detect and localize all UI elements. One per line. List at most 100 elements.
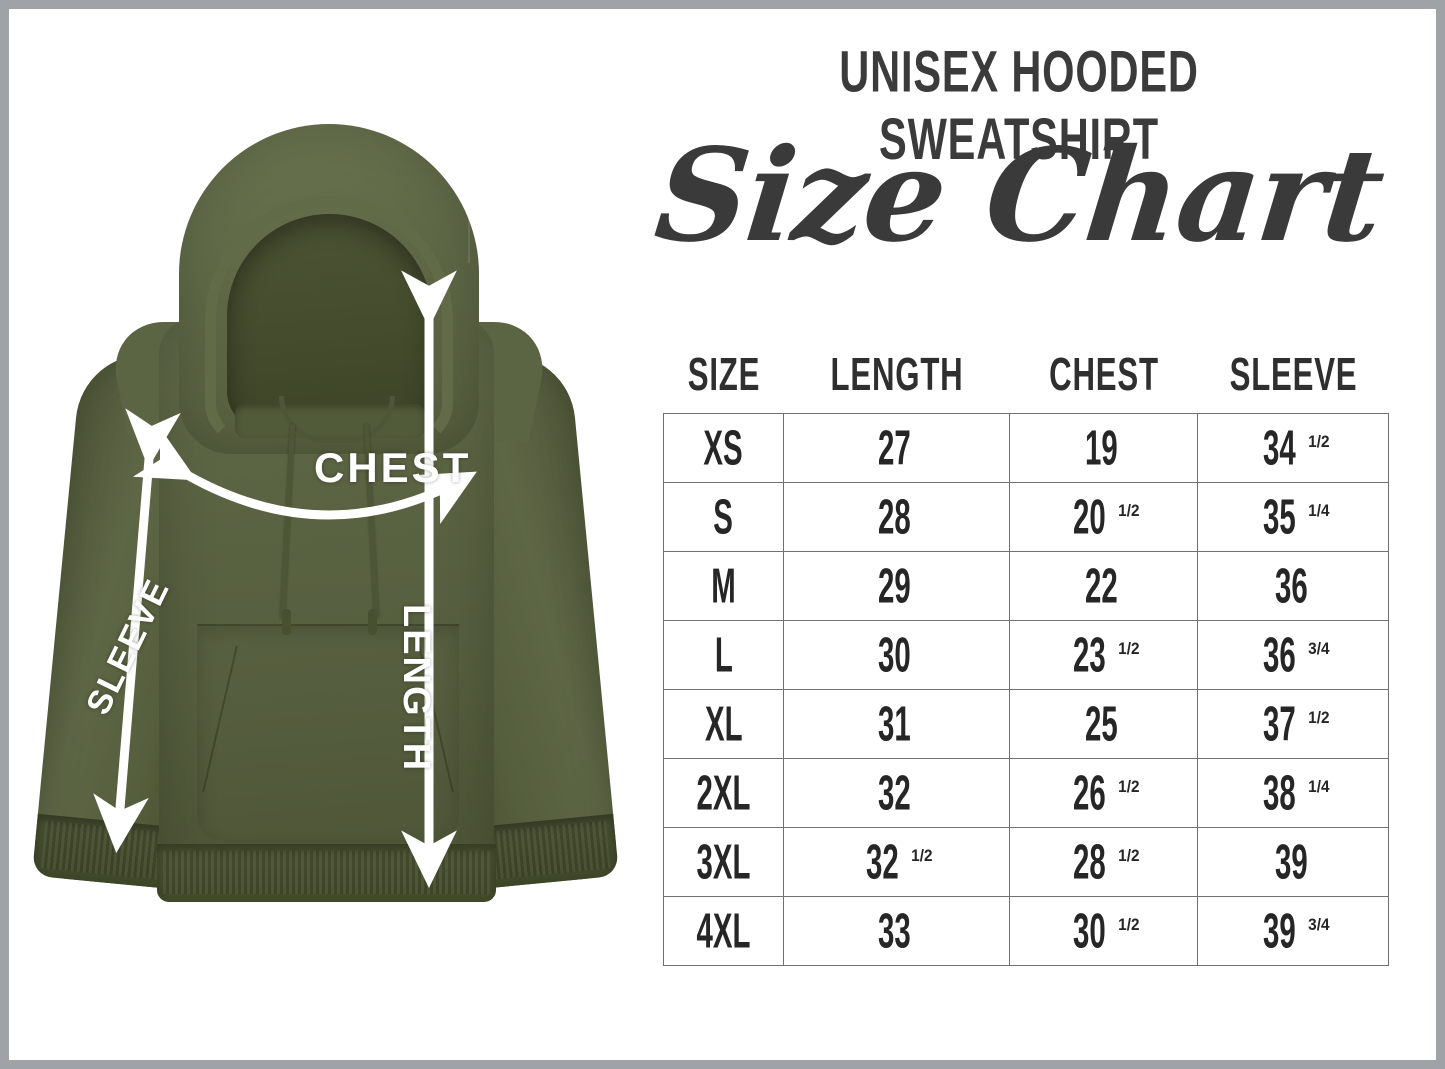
size-chart-script-title: Size Chart (649, 121, 1389, 271)
sleeve-value: 39 (1262, 902, 1296, 959)
cell-size: 2XL (663, 758, 784, 828)
hoodie-kangaroo-pocket (197, 624, 459, 841)
sleeve-value: 39 (1274, 833, 1308, 890)
sleeve-fraction: 1/4 (1307, 501, 1329, 520)
column-header-chest: CHEST (1048, 349, 1159, 401)
chest-fraction: 1/2 (1118, 501, 1140, 520)
length-value: 32 (878, 764, 911, 821)
chart-canvas: CHEST LENGTH SLEEVE UNISEX HOODED SWEATS… (9, 9, 1436, 1060)
cell-length: 31 (783, 689, 1010, 759)
length-fraction: 1/2 (911, 846, 933, 865)
cell-length: 32 1/2 (783, 827, 1010, 897)
chest-value: 22 (1085, 557, 1118, 614)
hoodie-graphic: CHEST LENGTH SLEEVE (31, 104, 620, 964)
length-value: 27 (878, 419, 911, 476)
hoodie-illustration-panel: CHEST LENGTH SLEEVE (9, 9, 649, 1060)
sleeve-value: 35 (1262, 488, 1296, 545)
column-header-length: LENGTH (830, 349, 963, 401)
hoodie-hem-band (157, 844, 496, 902)
table-row: 3XL 32 1/2 28 1/2 39 (663, 827, 1389, 897)
size-value: XS (703, 419, 744, 476)
cell-sleeve: 34 1/2 (1197, 413, 1389, 483)
cell-sleeve: 37 1/2 (1197, 689, 1389, 759)
chest-fraction: 1/2 (1118, 846, 1140, 865)
column-header-size: SIZE (687, 349, 760, 401)
chest-value: 20 (1073, 488, 1107, 545)
cell-chest: 23 1/2 (1009, 620, 1198, 690)
cell-chest: 26 1/2 (1009, 758, 1198, 828)
product-title: UNISEX HOODED SWEATSHIRT (839, 40, 1199, 173)
length-value: 29 (878, 557, 911, 614)
cell-sleeve: 35 1/4 (1197, 482, 1389, 552)
sleeve-value: 38 (1262, 764, 1296, 821)
chest-value: 19 (1085, 419, 1118, 476)
cell-chest: 30 1/2 (1009, 896, 1198, 966)
cell-sleeve: 36 3/4 (1197, 620, 1389, 690)
size-value: XL (704, 695, 743, 752)
chest-value: 28 (1073, 833, 1107, 890)
chest-value: 30 (1073, 902, 1107, 959)
chest-fraction: 1/2 (1118, 777, 1140, 796)
cell-size: L (663, 620, 784, 690)
table-row: 4XL 33 30 1/2 39 3/4 (663, 896, 1389, 966)
size-chart-panel: UNISEX HOODED SWEATSHIRT Size Chart SIZE… (649, 9, 1436, 1060)
size-table-body: XS 27 19 34 1/2 S 28 20 1/2 35 1/4 M 29 22 … (663, 413, 1389, 966)
cell-sleeve: 38 1/4 (1197, 758, 1389, 828)
chest-fraction: 1/2 (1118, 639, 1140, 658)
sleeve-value: 36 (1274, 557, 1308, 614)
hood-center-seam (468, 148, 470, 263)
cell-size: XL (663, 689, 784, 759)
length-value: 31 (878, 695, 911, 752)
chest-value: 26 (1073, 764, 1107, 821)
cell-sleeve: 39 3/4 (1197, 896, 1389, 966)
cell-size: S (663, 482, 784, 552)
sleeve-value: 37 (1262, 695, 1296, 752)
table-row: XS 27 19 34 1/2 (663, 413, 1389, 483)
cell-size: 4XL (663, 896, 784, 966)
cell-length: 32 (783, 758, 1010, 828)
chest-fraction: 1/2 (1118, 915, 1140, 934)
sleeve-fraction: 1/2 (1307, 432, 1329, 451)
size-value: 2XL (696, 764, 751, 821)
size-chart-table: SIZE LENGTH CHEST SLEEVE XS 27 19 34 1/2 … (663, 350, 1389, 966)
cell-chest: 22 (1009, 551, 1198, 621)
cell-size: 3XL (663, 827, 784, 897)
table-header-row: SIZE LENGTH CHEST SLEEVE (664, 350, 1389, 414)
table-row: XL 31 25 37 1/2 (663, 689, 1389, 759)
size-value: S (713, 488, 734, 545)
cell-length: 27 (783, 413, 1010, 483)
drawstring-left-tip (282, 609, 291, 635)
length-value: 33 (878, 902, 911, 959)
cell-sleeve: 36 (1197, 551, 1389, 621)
size-value: 4XL (696, 902, 751, 959)
cell-length: 33 (783, 896, 1010, 966)
size-value: 3XL (696, 833, 751, 890)
chest-value: 23 (1073, 626, 1107, 683)
sleeve-value: 34 (1262, 419, 1296, 476)
cell-chest: 19 (1009, 413, 1198, 483)
table-row: L 30 23 1/2 36 3/4 (663, 620, 1389, 690)
pocket-left-seam (202, 645, 238, 793)
chest-value: 25 (1085, 695, 1118, 752)
size-value: L (714, 626, 733, 683)
cell-size: M (663, 551, 784, 621)
length-value: 32 (866, 833, 900, 890)
sleeve-fraction: 3/4 (1307, 915, 1329, 934)
table-row: M 29 22 36 (663, 551, 1389, 621)
cell-chest: 28 1/2 (1009, 827, 1198, 897)
sleeve-fraction: 3/4 (1307, 639, 1329, 658)
sleeve-fraction: 1/4 (1307, 777, 1329, 796)
length-value: 28 (878, 488, 911, 545)
drawstring-right-tip (368, 609, 377, 635)
pocket-right-seam (418, 645, 454, 793)
cell-size: XS (663, 413, 784, 483)
cell-chest: 25 (1009, 689, 1198, 759)
cell-length: 29 (783, 551, 1010, 621)
cell-length: 30 (783, 620, 1010, 690)
cell-sleeve: 39 (1197, 827, 1389, 897)
size-value: M (711, 557, 736, 614)
column-header-sleeve: SLEEVE (1229, 349, 1357, 401)
cell-chest: 20 1/2 (1009, 482, 1198, 552)
length-value: 30 (878, 626, 911, 683)
sleeve-value: 36 (1262, 626, 1296, 683)
